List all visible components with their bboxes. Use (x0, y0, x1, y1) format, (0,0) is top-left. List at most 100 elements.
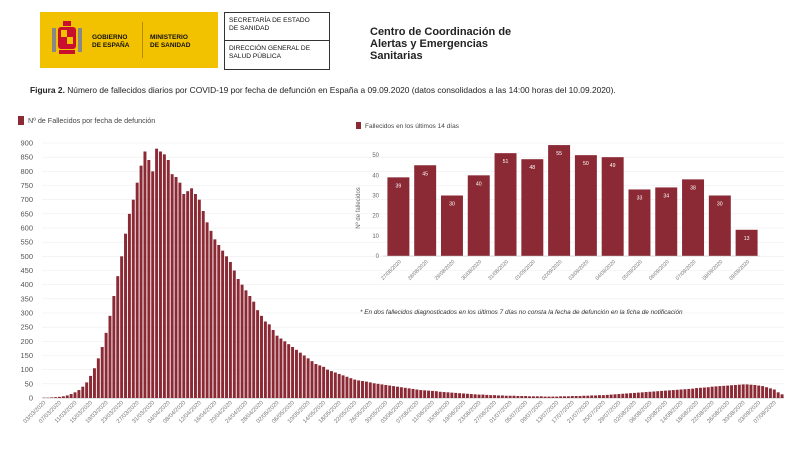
inset-y-tick-label: 20 (372, 214, 379, 220)
daily-deaths-bar (298, 352, 302, 398)
daily-deaths-bar (120, 256, 124, 398)
y-tick-label: 550 (20, 238, 33, 247)
daily-deaths-bar (127, 213, 131, 398)
daily-deaths-bar (722, 385, 726, 398)
daily-deaths-bar (636, 392, 640, 398)
daily-deaths-bar (89, 375, 93, 398)
daily-deaths-bar (306, 358, 310, 398)
daily-deaths-bar (496, 395, 500, 398)
daily-deaths-bar (135, 182, 139, 398)
daily-deaths-bar (504, 395, 508, 398)
daily-deaths-bar (380, 384, 384, 398)
y-tick-label: 200 (20, 337, 33, 346)
daily-deaths-bar (364, 381, 368, 398)
daily-deaths-bar (85, 382, 89, 398)
daily-deaths-bar (291, 347, 295, 398)
daily-deaths-bar (159, 151, 162, 398)
daily-deaths-bar (594, 395, 598, 398)
y-tick-label: 100 (20, 365, 33, 374)
inset-legend-label: Fallecidos en los últimos 14 días (365, 123, 460, 130)
bar-value-label: 49 (610, 163, 616, 169)
daily-deaths-bar (652, 391, 656, 398)
secretariat-box: SECRETARÍA DE ESTADO DE SANIDAD DIRECCIÓ… (224, 12, 330, 70)
daily-deaths-bar (489, 395, 493, 398)
daily-deaths-bar (613, 394, 617, 398)
daily-deaths-bar (193, 194, 197, 398)
daily-deaths-bar (559, 396, 563, 398)
daily-deaths-bar (419, 390, 423, 398)
daily-deaths-bar (757, 385, 761, 398)
daily-deaths-bar (225, 256, 229, 398)
daily-deaths-bar (733, 384, 737, 398)
daily-deaths-bar (609, 394, 613, 398)
figure-caption: Figura 2. Número de fallecidos diarios p… (30, 85, 616, 95)
daily-deaths-bar (100, 347, 104, 398)
daily-deaths-bar (50, 397, 54, 398)
daily-deaths-bar (493, 395, 497, 398)
recent-deaths-bar (414, 165, 437, 256)
daily-deaths-bar (570, 396, 574, 398)
header-divider (142, 22, 143, 58)
daily-deaths-bar (341, 375, 345, 398)
daily-deaths-bar (687, 388, 691, 398)
daily-deaths-bar (322, 366, 326, 398)
daily-deaths-bar (399, 387, 403, 398)
daily-deaths-bar (485, 394, 489, 398)
daily-deaths-bar (667, 390, 671, 398)
daily-deaths-bar (201, 211, 205, 398)
daily-deaths-bar (699, 387, 702, 398)
bar-value-label: 30 (449, 202, 455, 208)
daily-deaths-bar (617, 394, 621, 398)
daily-deaths-bar (116, 276, 120, 398)
daily-deaths-bar (660, 390, 664, 398)
daily-deaths-bar (217, 245, 221, 398)
daily-deaths-bar (260, 315, 263, 398)
daily-deaths-bar (228, 262, 232, 398)
figure-label: Figura 2. (30, 85, 65, 95)
daily-deaths-bar (314, 364, 318, 398)
daily-deaths-bar (500, 395, 504, 398)
daily-deaths-bar (780, 394, 784, 398)
y-tick-label: 450 (20, 266, 33, 275)
daily-deaths-bar (131, 199, 135, 398)
recent-deaths-bar (708, 195, 731, 256)
daily-deaths-bar (590, 395, 594, 398)
daily-deaths-bar (221, 250, 225, 398)
daily-deaths-bar (547, 396, 551, 398)
inset-y-tick-label: 30 (372, 194, 379, 200)
daily-deaths-bar (605, 394, 609, 398)
daily-deaths-bar (209, 230, 213, 398)
inset-y-tick-label: 10 (372, 234, 379, 240)
y-tick-label: 350 (20, 294, 33, 303)
daily-deaths-bar (737, 384, 741, 398)
daily-deaths-bar (112, 296, 116, 398)
daily-deaths-bar (407, 388, 411, 398)
bar-value-label: 30 (717, 202, 723, 208)
daily-deaths-bar (683, 389, 687, 398)
daily-deaths-bar (745, 384, 749, 398)
recent-deaths-bar (467, 175, 490, 256)
daily-deaths-bar (574, 396, 578, 398)
daily-deaths-bar (508, 395, 512, 398)
daily-deaths-bar (679, 389, 683, 398)
daily-deaths-bar (454, 392, 458, 398)
daily-deaths-bar (446, 392, 450, 398)
daily-deaths-bar (714, 386, 718, 398)
daily-deaths-bar (162, 154, 166, 398)
daily-deaths-bar (776, 392, 780, 398)
daily-deaths-bar (469, 394, 473, 398)
daily-deaths-bar (539, 396, 543, 398)
daily-deaths-bar (695, 388, 699, 398)
daily-deaths-bar (741, 384, 745, 398)
daily-deaths-bar (675, 389, 679, 398)
daily-deaths-bar (458, 393, 462, 398)
y-tick-label: 600 (20, 224, 33, 233)
daily-deaths-bar (524, 396, 528, 398)
daily-deaths-bar (232, 270, 236, 398)
daily-deaths-bar (170, 174, 174, 398)
recent-deaths-bar (548, 145, 571, 256)
daily-deaths-bar (551, 396, 555, 398)
daily-deaths-bar (625, 393, 629, 398)
inset-y-axis-label: Nº de fallecidos (355, 187, 362, 229)
